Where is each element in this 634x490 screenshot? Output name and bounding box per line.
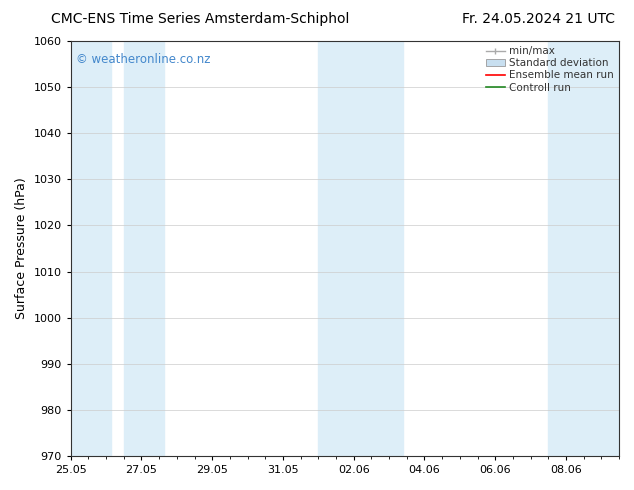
Text: © weatheronline.co.nz: © weatheronline.co.nz <box>76 53 210 67</box>
Bar <box>124 41 164 456</box>
Text: Fr. 24.05.2024 21 UTC: Fr. 24.05.2024 21 UTC <box>462 12 615 26</box>
Text: CMC-ENS Time Series Amsterdam-Schiphol: CMC-ENS Time Series Amsterdam-Schiphol <box>51 12 349 26</box>
Bar <box>71 41 112 456</box>
Bar <box>318 41 403 456</box>
Bar <box>548 41 619 456</box>
Legend: min/max, Standard deviation, Ensemble mean run, Controll run: min/max, Standard deviation, Ensemble me… <box>484 44 616 95</box>
Y-axis label: Surface Pressure (hPa): Surface Pressure (hPa) <box>15 178 28 319</box>
